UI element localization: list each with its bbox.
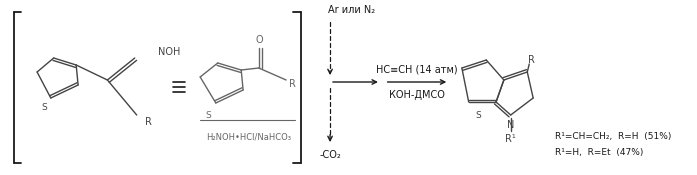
Text: HC≡CH (14 атм): HC≡CH (14 атм) <box>376 65 458 75</box>
Text: -CO₂: -CO₂ <box>319 150 341 160</box>
Text: S: S <box>205 110 211 120</box>
Text: R¹=H,  R=Et  (47%): R¹=H, R=Et (47%) <box>555 148 643 156</box>
Text: R: R <box>528 55 535 65</box>
Text: R: R <box>144 117 151 127</box>
Text: S: S <box>41 103 47 113</box>
Text: R¹=CH=CH₂,  R=H  (51%): R¹=CH=CH₂, R=H (51%) <box>555 132 671 142</box>
Text: Ar или N₂: Ar или N₂ <box>328 5 375 15</box>
Text: O: O <box>256 35 263 45</box>
Text: КОН-ДМСО: КОН-ДМСО <box>389 90 445 100</box>
Text: N: N <box>507 120 514 130</box>
Text: R¹: R¹ <box>505 134 516 144</box>
Text: R: R <box>289 79 296 89</box>
Text: S: S <box>475 110 482 120</box>
Text: H₂NOH•HCl/NaHCO₃: H₂NOH•HCl/NaHCO₃ <box>206 132 291 142</box>
Text: NOH: NOH <box>158 47 181 57</box>
